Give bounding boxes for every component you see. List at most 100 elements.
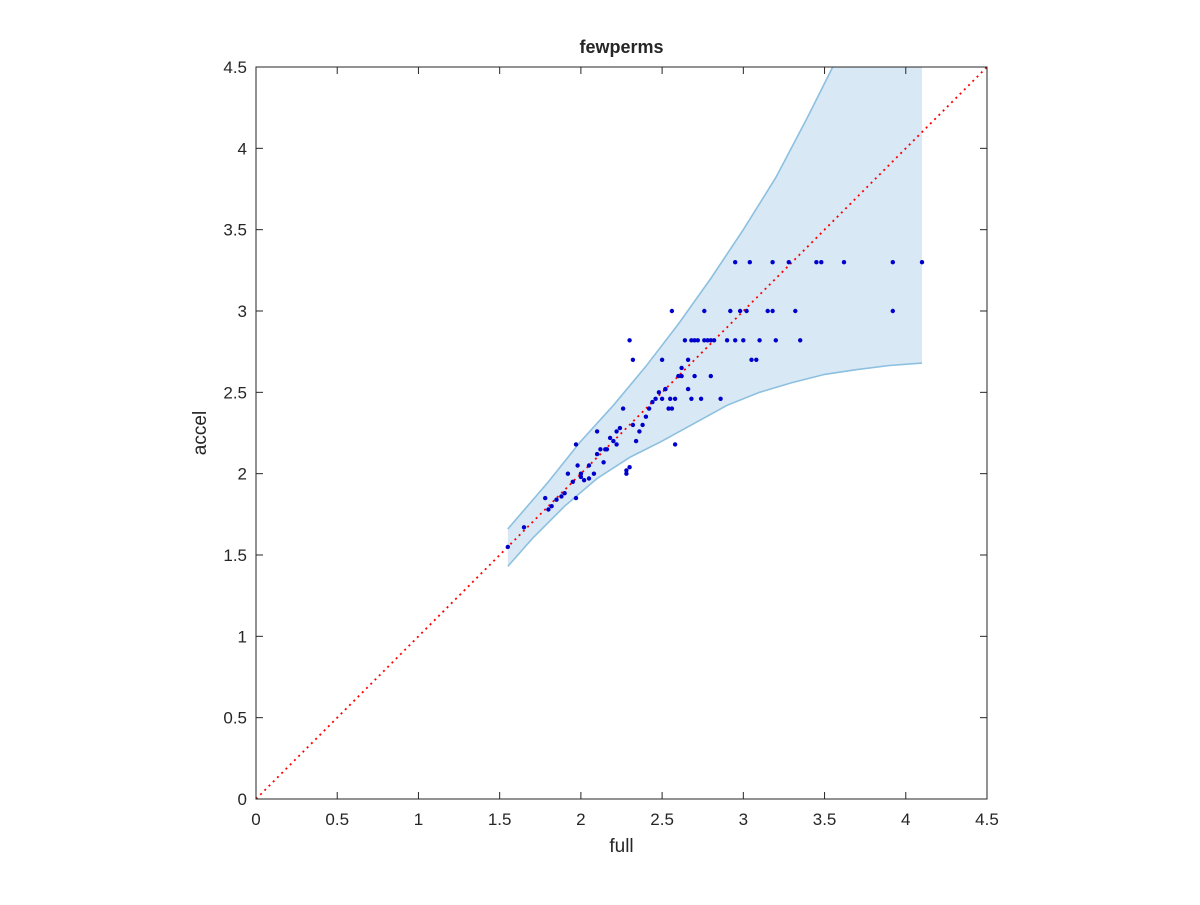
data-point [672, 396, 678, 401]
data-point [611, 438, 616, 444]
data-point [598, 447, 603, 452]
data-point [765, 308, 770, 314]
y-tick-label: 3.5 [223, 221, 247, 240]
data-point [643, 414, 649, 419]
data-point [711, 338, 717, 343]
data-point [770, 260, 775, 265]
data-point [689, 396, 694, 401]
data-point [562, 491, 567, 496]
data-point [650, 399, 655, 405]
data-point [659, 396, 665, 401]
data-point [573, 442, 579, 447]
data-point [627, 465, 632, 470]
y-tick-label: 0 [238, 790, 247, 809]
data-point [607, 435, 613, 441]
data-point [814, 260, 819, 265]
data-point [669, 308, 675, 314]
data-point [630, 357, 636, 362]
data-point [786, 260, 791, 265]
data-point [708, 373, 713, 379]
data-point [630, 422, 636, 428]
data-point [685, 386, 691, 392]
data-point [702, 338, 707, 343]
data-point [754, 357, 759, 362]
data-point [689, 338, 694, 343]
data-point [666, 406, 671, 411]
data-point [633, 438, 639, 444]
data-point [749, 357, 754, 362]
data-point [705, 338, 710, 343]
x-tick-label: 2 [576, 810, 585, 829]
data-point [601, 460, 606, 465]
y-tick-label: 4.5 [223, 58, 247, 77]
data-point [676, 373, 681, 379]
x-axis-label: full [609, 836, 633, 857]
data-point [549, 504, 554, 509]
data-point [653, 396, 658, 401]
y-tick-label: 3 [238, 302, 247, 321]
band-upper-edge [507, 66, 834, 530]
data-point [624, 468, 629, 473]
x-tick-label: 4 [901, 810, 910, 829]
data-point [656, 390, 662, 395]
data-point [793, 308, 798, 314]
data-point [728, 308, 733, 314]
data-point [505, 544, 510, 550]
data-point [770, 308, 775, 314]
data-point [890, 308, 895, 314]
data-point [747, 260, 752, 265]
data-point [682, 338, 688, 343]
data-point [640, 422, 645, 428]
data-point [679, 373, 684, 379]
data-point [733, 338, 738, 343]
data-point [841, 260, 847, 265]
y-tick-label: 2.5 [223, 383, 247, 402]
reference-line-layer [255, 66, 988, 800]
data-point [798, 338, 803, 343]
x-tick-label: 3.5 [813, 810, 837, 829]
data-point [741, 338, 746, 343]
data-point [575, 463, 580, 468]
y-tick-label: 2 [238, 465, 247, 484]
data-point [578, 474, 584, 480]
data-point [594, 429, 600, 434]
reference-line [255, 66, 988, 800]
data-point [685, 357, 691, 362]
x-tick-label: 3 [739, 810, 748, 829]
data-point [669, 406, 675, 411]
data-point [581, 478, 587, 483]
data-point [617, 425, 623, 431]
data-point [594, 451, 600, 457]
data-point [757, 338, 762, 343]
data-point [698, 396, 704, 401]
data-point [554, 497, 559, 502]
x-ticks: 0 0.5 1 1.5 2 2.5 3 3.5 4 4.5 [251, 67, 999, 829]
data-point [637, 429, 642, 434]
data-point [744, 308, 749, 314]
data-point [663, 386, 668, 392]
data-point [570, 479, 575, 484]
data-point [672, 442, 678, 447]
data-point [668, 396, 673, 401]
y-ticks: 0 0.5 1 1.5 2 2.5 3 3.5 4 4.5 [223, 58, 987, 809]
data-point [819, 260, 824, 265]
data-point [565, 471, 571, 476]
data-point [578, 471, 584, 476]
x-tick-label: 0 [251, 810, 260, 829]
chart-title: fewperms [579, 37, 663, 57]
x-tick-label: 1 [414, 810, 423, 829]
data-point [679, 365, 684, 371]
data-point [543, 495, 548, 501]
data-point [646, 406, 652, 411]
data-point [737, 308, 743, 314]
data-point [692, 338, 697, 343]
x-tick-label: 4.5 [975, 810, 999, 829]
axes-box [255, 66, 988, 800]
data-point [546, 507, 551, 512]
data-point [614, 429, 619, 434]
data-point [586, 476, 592, 481]
x-tick-label: 0.5 [325, 810, 349, 829]
y-axis-label: accel [190, 411, 211, 455]
